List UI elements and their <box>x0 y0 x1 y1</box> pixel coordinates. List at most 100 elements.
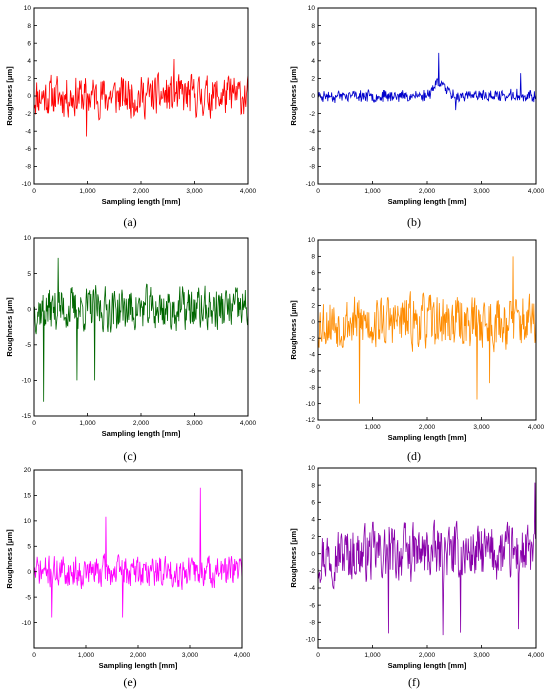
x-tick-label: 3,000 <box>473 652 490 659</box>
x-tick-label: 1,000 <box>79 420 96 427</box>
y-tick-label: 8 <box>311 23 315 30</box>
x-tick-label: 3,000 <box>473 188 490 195</box>
y-tick-label: 6 <box>27 40 31 47</box>
y-tick-label: 0 <box>27 306 31 313</box>
y-tick-label: -8 <box>25 164 31 171</box>
y-tick-label: -15 <box>22 413 32 420</box>
x-tick-label: 0 <box>316 652 320 659</box>
y-axis-label: Roughness [μm] <box>289 300 298 360</box>
panel-label: (d) <box>407 449 421 463</box>
y-tick-label: 0 <box>311 319 315 326</box>
y-tick-label: -10 <box>22 181 32 188</box>
y-tick-label: 6 <box>311 40 315 47</box>
x-tick-label: 4,000 <box>240 188 257 195</box>
y-tick-label: 2 <box>311 303 315 310</box>
y-tick-label: 5 <box>27 271 31 278</box>
y-tick-label: -6 <box>309 602 315 609</box>
chart-panel: -10 -5 0 5 10 15 20 0 1,000 2,000 3,000 4,000 Sampli… <box>5 467 251 689</box>
y-tick-label: -6 <box>309 146 315 153</box>
x-tick-label: 0 <box>32 420 36 427</box>
y-tick-label: 8 <box>311 482 315 489</box>
x-tick-label: 3,000 <box>473 424 490 431</box>
y-tick-label: -5 <box>25 594 31 601</box>
x-tick-label: 2,000 <box>133 188 150 195</box>
y-tick-label: 10 <box>308 237 316 244</box>
y-tick-label: -4 <box>309 585 315 592</box>
panel-label: (b) <box>407 215 421 229</box>
y-tick-label: 15 <box>24 493 32 500</box>
y-tick-label: -10 <box>306 637 316 644</box>
y-tick-label: 20 <box>24 467 32 474</box>
y-tick-label: 10 <box>24 235 32 242</box>
x-tick-label: 4,000 <box>528 188 545 195</box>
y-tick-label: -2 <box>25 111 31 118</box>
panel-label: (c) <box>123 449 136 463</box>
y-tick-label: -4 <box>309 128 315 135</box>
y-tick-label: -4 <box>25 128 31 135</box>
y-tick-label: -2 <box>309 111 315 118</box>
series-line <box>318 482 536 636</box>
y-tick-label: 4 <box>311 286 315 293</box>
x-tick-label: 1,000 <box>364 424 381 431</box>
y-tick-label: 10 <box>308 5 316 12</box>
x-tick-label: 3,000 <box>186 420 203 427</box>
y-tick-label: 0 <box>27 93 31 100</box>
series-line <box>318 52 536 111</box>
chart-panel: -10 -8 -6 -4 -2 0 2 4 6 8 10 0 1,000 2,000 3,000 4,000 S… <box>289 5 545 229</box>
x-tick-label: 0 <box>32 652 36 659</box>
chart-panel: -12 -10 -8 -6 -4 -2 0 2 4 6 8 10 0 1,000 2,000 3,000 4,0… <box>289 237 545 463</box>
x-tick-label: 2,000 <box>419 188 436 195</box>
chart-panel: -15 -10 -5 0 5 10 0 1,000 2,000 3,000 4,000 Samplin… <box>5 235 257 463</box>
x-axis-label: Sampling length [mm] <box>388 433 467 442</box>
x-axis-label: Sampling length [mm] <box>99 661 178 670</box>
x-tick-label: 1,000 <box>79 188 96 195</box>
y-axis-label: Roughness [μm] <box>5 66 14 126</box>
y-tick-label: -2 <box>309 568 315 575</box>
series-line <box>318 256 536 404</box>
x-tick-label: 1,000 <box>364 188 381 195</box>
x-tick-label: 2,000 <box>419 652 436 659</box>
y-tick-label: 0 <box>27 569 31 576</box>
y-axis-label: Roughness [μm] <box>5 297 14 357</box>
y-tick-label: 5 <box>27 543 31 550</box>
y-tick-label: -8 <box>309 384 315 391</box>
panel-label: (f) <box>408 675 420 689</box>
y-axis-label: Roughness [μm] <box>289 66 298 126</box>
y-tick-label: -10 <box>306 181 316 188</box>
x-tick-label: 4,000 <box>234 652 251 659</box>
y-tick-label: 6 <box>311 499 315 506</box>
y-tick-label: 2 <box>311 534 315 541</box>
x-tick-label: 0 <box>316 188 320 195</box>
x-tick-label: 2,000 <box>130 652 147 659</box>
y-tick-label: 0 <box>311 551 315 558</box>
y-tick-label: 8 <box>27 23 31 30</box>
y-tick-label: -4 <box>309 352 315 359</box>
y-tick-label: -6 <box>25 146 31 153</box>
y-tick-label: 0 <box>311 93 315 100</box>
y-tick-label: 4 <box>27 58 31 65</box>
x-tick-label: 0 <box>316 424 320 431</box>
y-tick-label: 10 <box>308 465 316 472</box>
y-tick-label: 10 <box>24 518 32 525</box>
chart-panel: -10 -8 -6 -4 -2 0 2 4 6 8 10 0 1,000 2,000 3,000 4,000 S… <box>5 5 257 229</box>
y-axis-label: Roughness [μm] <box>5 529 14 589</box>
y-tick-label: -10 <box>22 378 32 385</box>
y-tick-label: 6 <box>311 270 315 277</box>
y-tick-label: 4 <box>311 58 315 65</box>
panel-label: (a) <box>123 215 136 229</box>
x-tick-label: 3,000 <box>182 652 199 659</box>
x-tick-label: 0 <box>32 188 36 195</box>
series-line <box>34 257 248 402</box>
y-tick-label: 2 <box>311 76 315 83</box>
y-tick-label: 2 <box>27 76 31 83</box>
y-tick-label: -12 <box>306 417 316 424</box>
series-line <box>34 59 248 137</box>
x-axis-label: Sampling length [mm] <box>102 429 181 438</box>
x-tick-label: 1,000 <box>364 652 381 659</box>
chart-panel: -10 -8 -6 -4 -2 0 2 4 6 8 10 0 1,000 2,000 3,000 4,000 S… <box>289 465 545 689</box>
x-tick-label: 4,000 <box>528 652 545 659</box>
y-tick-label: -6 <box>309 368 315 375</box>
x-tick-label: 2,000 <box>133 420 150 427</box>
x-axis-label: Sampling length [mm] <box>388 197 467 206</box>
